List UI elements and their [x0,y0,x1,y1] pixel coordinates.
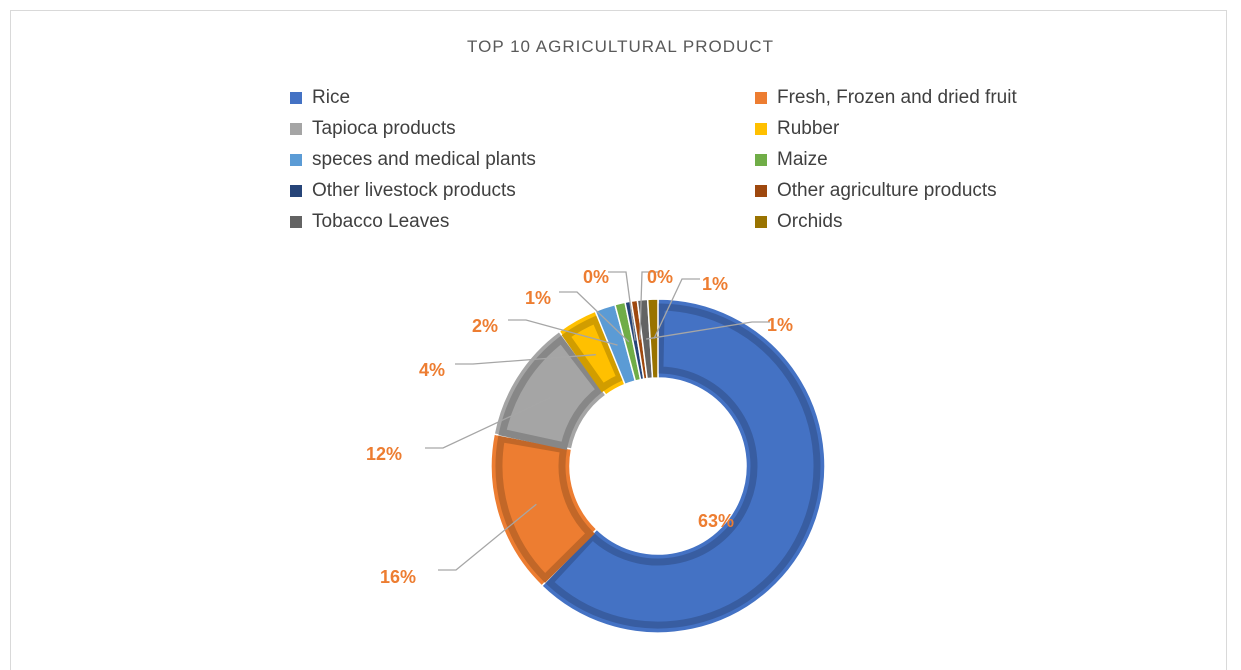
legend-swatch [290,185,302,197]
legend-swatch [755,92,767,104]
leader-line [608,271,636,341]
leader-line [425,397,551,449]
legend-label: Rubber [777,118,840,139]
doughnut-slices [490,298,826,634]
leader-line [508,319,618,346]
legend-entry: Rice [290,86,350,110]
data-label: 16% [380,567,416,587]
legend-label: Tobacco Leaves [312,211,450,232]
chart-title: TOP 10 AGRICULTURAL PRODUCT [467,37,774,56]
legend-entry: Other livestock products [290,179,516,203]
leader-line [559,291,630,343]
doughnut-slice-bevel [561,315,625,393]
legend-swatch [755,185,767,197]
data-label: 1% [702,274,728,294]
data-label: 1% [525,288,551,308]
doughnut-slice-bevel [498,334,605,450]
legend-label: Other livestock products [312,180,516,201]
legend-entry: Tobacco Leaves [290,210,449,234]
legend-swatch [755,154,767,166]
legend-entry: Maize [755,148,828,172]
legend-entry: Tapioca products [290,117,456,141]
legend-swatch [290,92,302,104]
leader-line [653,278,700,339]
legend-swatch [755,123,767,135]
legend-swatch [290,154,302,166]
data-labels: 63% 16% 12% 4% 2% 1% 0% 0% 1% 1% [366,267,793,587]
legend-label: Orchids [777,211,843,232]
legend-entry: Fresh, Frozen and dried fruit [755,86,1017,110]
legend-entry: Other agriculture products [755,179,997,203]
chart-area [10,10,1227,670]
legend-swatch [290,216,302,228]
data-label: 0% [583,267,609,287]
legend-entry: Orchids [755,210,842,234]
legend-label: Tapioca products [312,118,456,139]
legend-label: Rice [312,87,351,108]
data-label: 0% [647,267,673,287]
leader-line [639,271,660,340]
legend-label: Fresh, Frozen and dried fruit [777,87,1017,108]
data-label: 1% [767,315,793,335]
data-label: 4% [419,360,445,380]
doughnut-slice-bevel [495,434,595,583]
legend-swatch [755,216,767,228]
legend-label: Maize [777,149,828,170]
leader-line [455,354,596,365]
doughnut-slice-bevel [544,303,821,629]
data-label: 63% [698,511,734,531]
legend-label: speces and medical plants [312,149,536,170]
data-label: 12% [366,444,402,464]
legend-entry: Rubber [755,117,839,141]
data-label: 2% [472,316,498,336]
leader-line [438,503,537,571]
legend-label: Other agriculture products [777,180,997,201]
legend-swatch [290,123,302,135]
leader-line [646,321,770,340]
legend-entry: speces and medical plants [290,148,536,172]
